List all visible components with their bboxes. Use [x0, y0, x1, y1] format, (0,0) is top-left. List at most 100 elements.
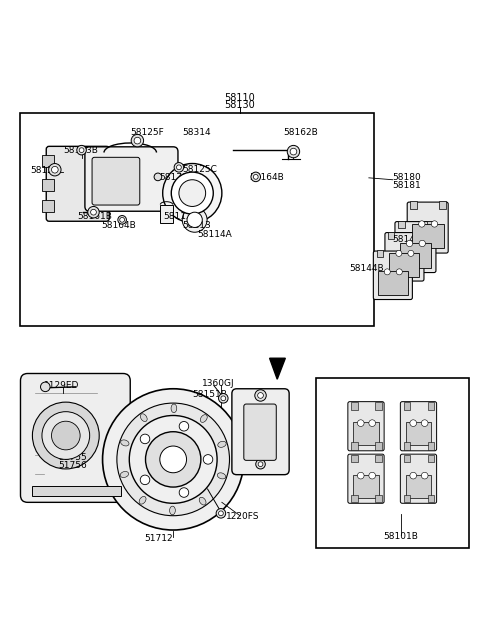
Circle shape: [79, 148, 84, 153]
FancyBboxPatch shape: [348, 454, 384, 503]
Polygon shape: [270, 358, 285, 379]
Text: 58163B: 58163B: [63, 146, 98, 155]
Circle shape: [88, 207, 99, 218]
Circle shape: [179, 180, 205, 207]
Circle shape: [171, 172, 213, 214]
Bar: [42, 155, 54, 167]
Bar: [378, 272, 408, 295]
Circle shape: [287, 145, 300, 158]
Bar: [404, 495, 410, 502]
FancyBboxPatch shape: [348, 402, 384, 451]
Ellipse shape: [200, 415, 207, 422]
FancyBboxPatch shape: [373, 251, 412, 300]
Bar: [375, 402, 382, 410]
Text: 58314: 58314: [183, 128, 211, 137]
Circle shape: [120, 218, 124, 222]
Bar: [428, 402, 434, 410]
Bar: [42, 200, 54, 213]
Circle shape: [129, 415, 217, 503]
Circle shape: [258, 462, 263, 467]
FancyBboxPatch shape: [92, 157, 140, 205]
Text: 58164B: 58164B: [102, 221, 136, 230]
Bar: [351, 442, 358, 450]
Bar: [389, 253, 420, 277]
Circle shape: [203, 455, 213, 464]
Bar: [351, 402, 358, 410]
Circle shape: [419, 221, 425, 227]
Text: 58180: 58180: [393, 173, 421, 182]
Circle shape: [407, 240, 413, 247]
Circle shape: [174, 162, 184, 172]
FancyBboxPatch shape: [21, 374, 130, 502]
Ellipse shape: [120, 440, 129, 446]
Bar: [351, 455, 358, 462]
Bar: [428, 495, 434, 502]
FancyBboxPatch shape: [395, 221, 436, 273]
Circle shape: [140, 475, 150, 485]
Circle shape: [103, 389, 244, 530]
FancyBboxPatch shape: [400, 402, 437, 451]
Circle shape: [396, 269, 402, 275]
Circle shape: [33, 402, 99, 469]
Text: 58181: 58181: [393, 181, 421, 190]
Circle shape: [187, 213, 202, 227]
Text: 58112: 58112: [164, 213, 192, 221]
Circle shape: [134, 137, 141, 144]
FancyBboxPatch shape: [232, 389, 289, 474]
Circle shape: [218, 394, 228, 403]
Circle shape: [419, 240, 425, 247]
Circle shape: [221, 396, 226, 401]
Bar: [160, 205, 173, 223]
Circle shape: [410, 420, 417, 426]
Circle shape: [216, 508, 226, 518]
Circle shape: [40, 382, 50, 392]
Circle shape: [258, 393, 264, 398]
Circle shape: [51, 421, 80, 450]
Bar: [406, 474, 432, 498]
Bar: [428, 442, 434, 450]
Circle shape: [358, 420, 364, 426]
Circle shape: [290, 148, 297, 155]
Text: 1129ED: 1129ED: [44, 381, 80, 390]
Polygon shape: [25, 378, 125, 498]
Text: 58125F: 58125F: [130, 128, 164, 137]
Bar: [427, 221, 433, 228]
FancyBboxPatch shape: [400, 454, 437, 503]
Circle shape: [182, 207, 207, 232]
Ellipse shape: [218, 441, 226, 447]
Circle shape: [154, 173, 162, 180]
Circle shape: [145, 431, 201, 487]
Circle shape: [384, 269, 390, 275]
Circle shape: [160, 446, 187, 473]
Circle shape: [91, 209, 96, 215]
Bar: [375, 495, 382, 502]
Bar: [376, 250, 383, 257]
Circle shape: [48, 164, 61, 176]
Text: 51712: 51712: [144, 534, 173, 542]
Bar: [399, 243, 432, 268]
Text: 58144B: 58144B: [393, 236, 427, 245]
Text: 1220FS: 1220FS: [226, 512, 259, 521]
Bar: [406, 422, 432, 445]
Text: 58130: 58130: [225, 100, 255, 110]
Bar: [316, 378, 469, 548]
Text: 58125C: 58125C: [183, 165, 217, 174]
Circle shape: [255, 390, 266, 401]
Circle shape: [163, 164, 222, 223]
Bar: [404, 402, 410, 410]
Circle shape: [253, 175, 258, 179]
Bar: [351, 495, 358, 502]
Text: 58179: 58179: [159, 173, 188, 182]
Circle shape: [179, 488, 189, 498]
Circle shape: [218, 511, 223, 516]
Ellipse shape: [120, 471, 129, 478]
Text: 58110: 58110: [225, 92, 255, 103]
Bar: [21, 114, 373, 325]
Bar: [42, 178, 54, 191]
Circle shape: [42, 412, 90, 460]
Bar: [412, 223, 444, 248]
Bar: [440, 202, 446, 209]
Bar: [398, 221, 405, 228]
Bar: [404, 442, 410, 450]
Bar: [410, 202, 417, 209]
